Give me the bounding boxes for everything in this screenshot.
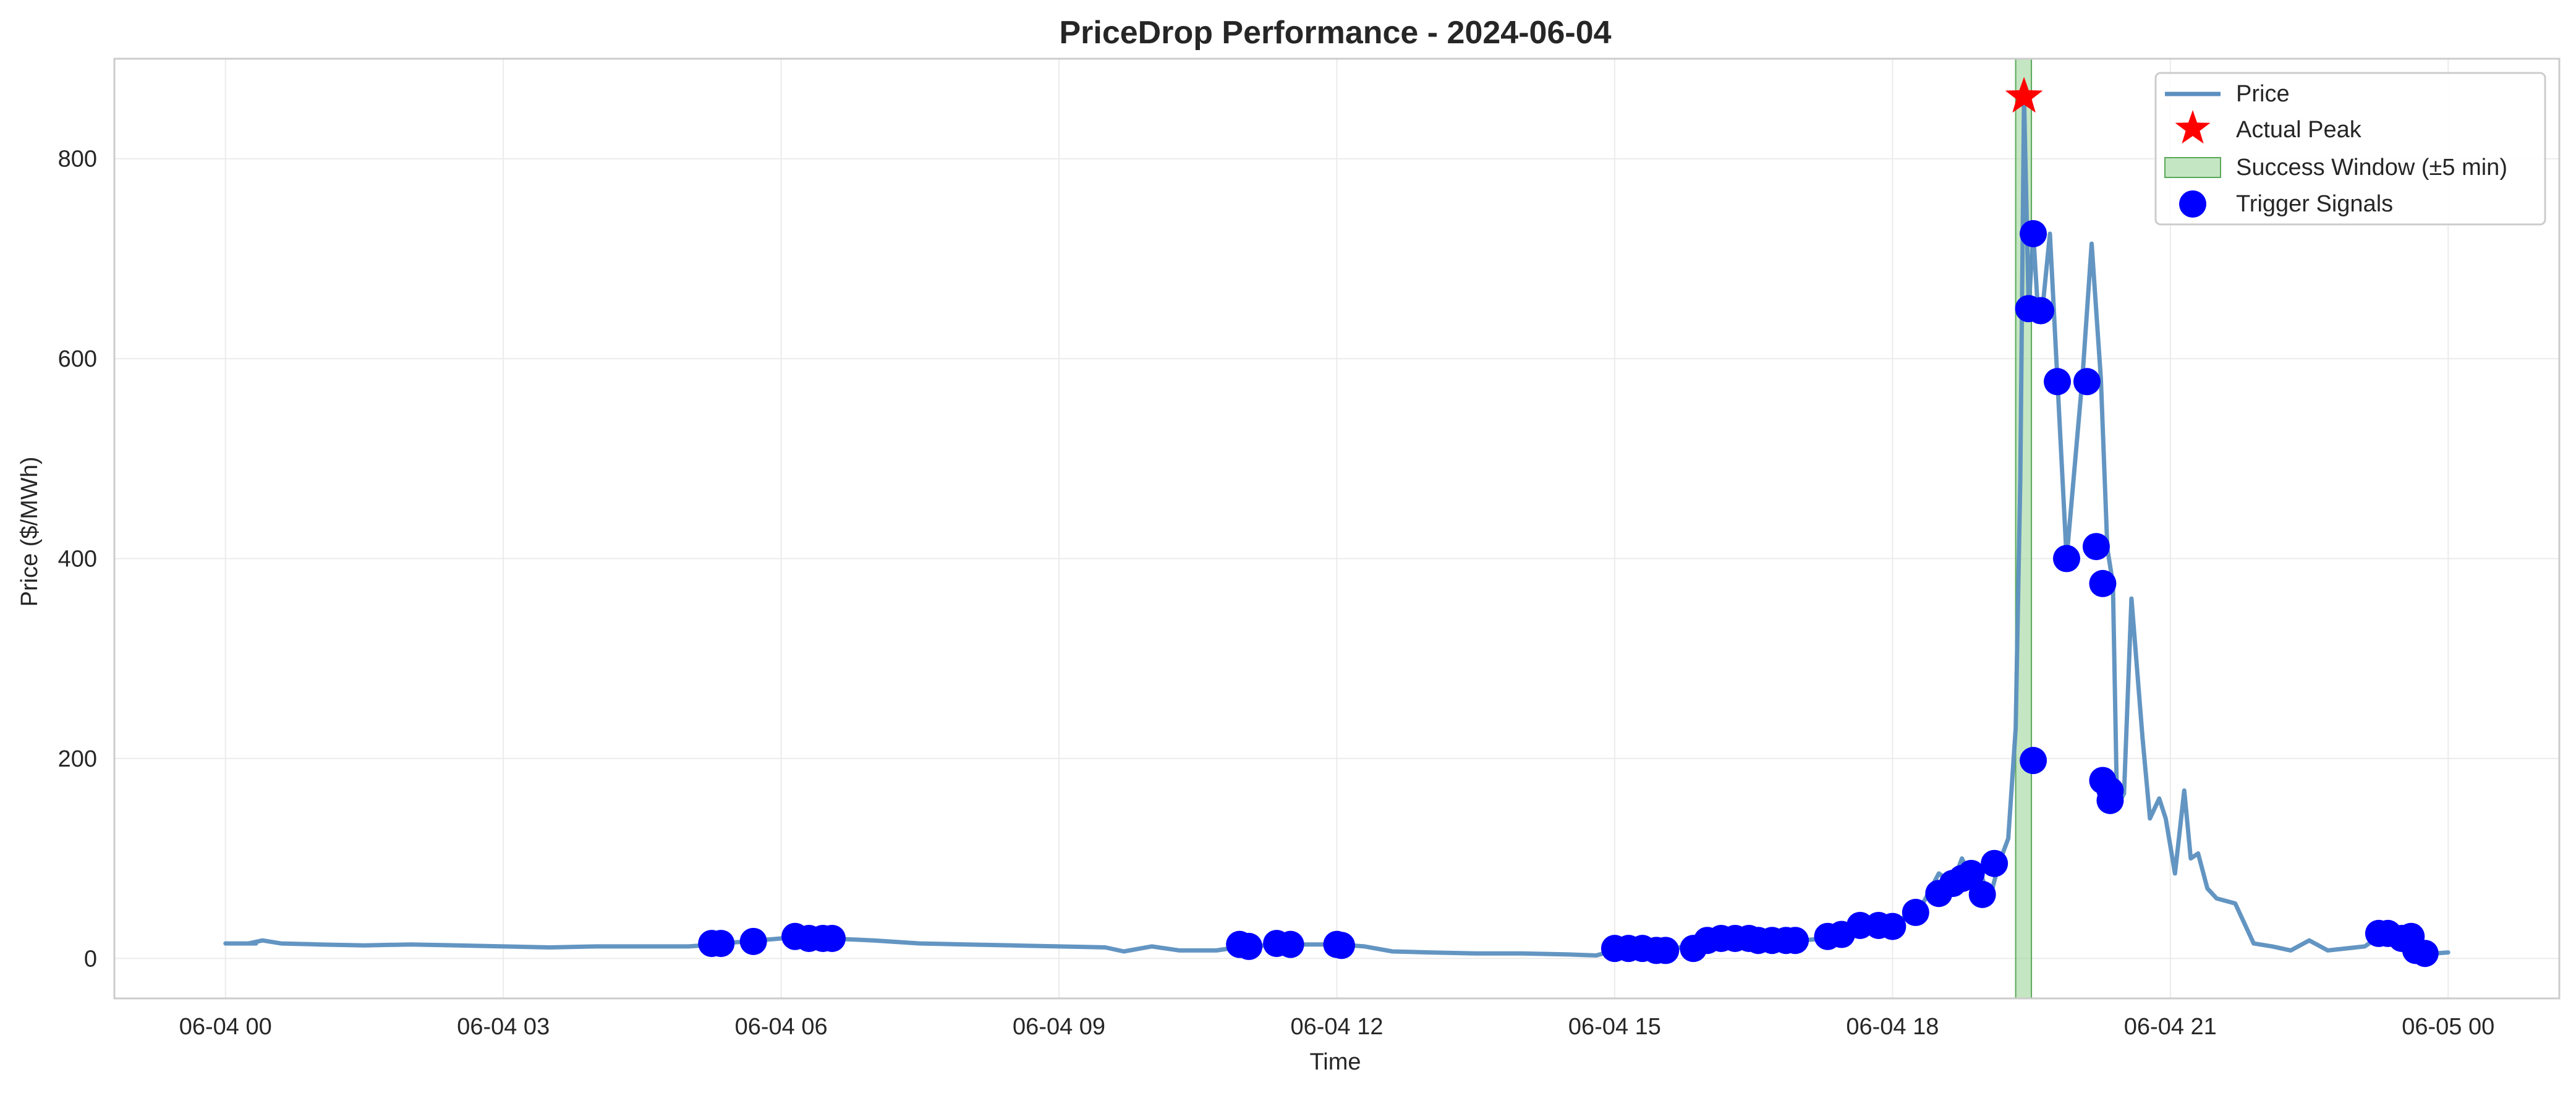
trigger-signal-point bbox=[2096, 776, 2124, 804]
x-tick-label: 06-04 15 bbox=[1568, 1014, 1661, 1040]
chart-title: PriceDrop Performance - 2024-06-04 bbox=[1059, 15, 1611, 51]
trigger-signal-point bbox=[1879, 912, 1906, 940]
trigger-signal-point bbox=[1782, 927, 1809, 955]
legend-window-swatch bbox=[2164, 157, 2221, 178]
y-tick-label: 800 bbox=[58, 147, 97, 172]
actual-peak-layer bbox=[2005, 77, 2043, 113]
x-tick-label: 06-04 06 bbox=[735, 1014, 828, 1040]
x-tick-label: 06-04 21 bbox=[2124, 1014, 2217, 1040]
trigger-signal-point bbox=[1957, 859, 1985, 887]
trigger-signals-layer bbox=[698, 219, 2439, 968]
y-axis-label: Price ($/MWh) bbox=[17, 457, 43, 607]
x-tick-label: 06-05 00 bbox=[2402, 1014, 2494, 1040]
x-tick-labels: 06-04 00 06-04 03 06-04 06 06-04 09 06-04 12… bbox=[179, 1014, 2494, 1040]
legend-peak-swatch bbox=[2175, 110, 2211, 144]
legend-price-label: Price bbox=[2236, 81, 2290, 107]
legend-window-label: Success Window (±5 min) bbox=[2236, 155, 2507, 181]
plot-frame bbox=[113, 57, 2561, 1000]
trigger-signal-point bbox=[2020, 219, 2047, 247]
actual-peak-marker bbox=[2005, 77, 2043, 113]
x-tick-label: 06-04 03 bbox=[457, 1014, 550, 1040]
trigger-signal-point bbox=[2020, 747, 2047, 775]
trigger-signal-point bbox=[2044, 368, 2072, 396]
x-tick-label: 06-04 09 bbox=[1013, 1014, 1105, 1040]
y-tick-label: 200 bbox=[58, 746, 97, 772]
legend-signal-swatch bbox=[2179, 190, 2206, 218]
trigger-signal-point bbox=[1652, 937, 1680, 964]
trigger-signal-point bbox=[2053, 545, 2081, 572]
trigger-signal-point bbox=[2411, 940, 2439, 968]
y-tick-label: 0 bbox=[84, 946, 97, 972]
legend-peak-label: Actual Peak bbox=[2236, 117, 2362, 143]
trigger-signal-point bbox=[1235, 932, 1263, 960]
y-tick-label: 400 bbox=[58, 546, 97, 572]
trigger-signal-point bbox=[1981, 849, 2009, 877]
x-tick-label: 06-04 18 bbox=[1846, 1014, 1939, 1040]
trigger-signal-point bbox=[2073, 368, 2101, 396]
legend-box bbox=[2154, 72, 2546, 226]
trigger-signal-point bbox=[1902, 898, 1929, 926]
trigger-signal-point bbox=[2089, 569, 2117, 597]
trigger-signal-point bbox=[739, 927, 767, 955]
trigger-signal-point bbox=[1327, 932, 1355, 959]
trigger-signal-point bbox=[707, 930, 735, 958]
x-tick-label: 06-04 00 bbox=[179, 1014, 272, 1040]
trigger-signal-point bbox=[2082, 533, 2110, 561]
legend: Price Actual Peak Success Window (±5 min… bbox=[2154, 72, 2546, 226]
x-tick-label: 06-04 12 bbox=[1290, 1014, 1383, 1040]
y-tick-label: 600 bbox=[58, 346, 97, 372]
legend-signal-label: Trigger Signals bbox=[2236, 191, 2393, 217]
x-axis-label: Time bbox=[1309, 1049, 1361, 1075]
trigger-signal-point bbox=[818, 924, 846, 952]
trigger-signal-point bbox=[2027, 297, 2055, 325]
trigger-signal-point bbox=[1277, 930, 1304, 958]
y-tick-labels: 0 200 400 600 800 bbox=[58, 147, 97, 972]
trigger-signal-point bbox=[1968, 880, 1996, 908]
